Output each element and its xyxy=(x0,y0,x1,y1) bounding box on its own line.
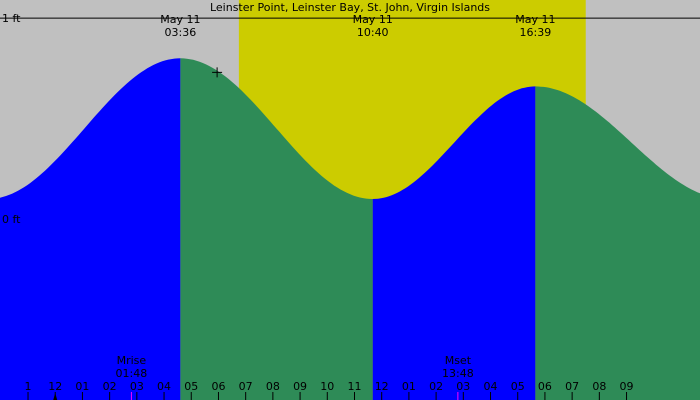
x-tick-label: 06 xyxy=(538,380,552,393)
event-time-label: 16:39 xyxy=(520,26,552,39)
rising-tide-area xyxy=(0,58,181,400)
x-tick-label: 07 xyxy=(565,380,579,393)
event-date-label: May 11 xyxy=(515,13,555,26)
x-tick-label: 05 xyxy=(184,380,198,393)
now-marker-icon xyxy=(53,393,58,400)
x-tick-label: 04 xyxy=(484,380,498,393)
x-tick-label: 06 xyxy=(211,380,225,393)
moon-event-label: Mset xyxy=(445,354,472,367)
x-tick-label: 08 xyxy=(592,380,606,393)
x-tick-label: 02 xyxy=(103,380,117,393)
x-tick-label: 12 xyxy=(48,380,62,393)
x-tick-label: 11 xyxy=(347,380,361,393)
event-time-label: 03:36 xyxy=(165,26,197,39)
x-tick-label: 09 xyxy=(620,380,634,393)
x-tick-label: 02 xyxy=(429,380,443,393)
x-tick-label: 01 xyxy=(402,380,416,393)
moon-event-label: Mrise xyxy=(117,354,147,367)
falling-tide-area xyxy=(535,86,700,400)
x-tick-label: 05 xyxy=(511,380,525,393)
x-tick-label: 03 xyxy=(456,380,470,393)
x-tick-label: 08 xyxy=(266,380,280,393)
x-tick-label: 09 xyxy=(293,380,307,393)
event-time-label: 10:40 xyxy=(357,26,389,39)
x-tick-label: 01 xyxy=(75,380,89,393)
x-tick-label: 04 xyxy=(157,380,171,393)
event-date-label: May 11 xyxy=(160,13,200,26)
falling-tide-area xyxy=(180,58,373,400)
chart-title: Leinster Point, Leinster Bay, St. John, … xyxy=(210,1,490,14)
y-tick-label: 0 ft xyxy=(2,213,21,226)
x-tick-label: 12 xyxy=(375,380,389,393)
rising-tide-area xyxy=(372,86,536,400)
x-tick-label: 1 xyxy=(25,380,32,393)
x-tick-label: 10 xyxy=(320,380,334,393)
x-tick-label: 03 xyxy=(130,380,144,393)
event-date-label: May 11 xyxy=(353,13,393,26)
moon-event-time: 13:48 xyxy=(442,367,474,380)
y-tick-label: 1 ft xyxy=(2,12,21,25)
x-tick-label: 07 xyxy=(239,380,253,393)
moon-event-time: 01:48 xyxy=(116,367,148,380)
